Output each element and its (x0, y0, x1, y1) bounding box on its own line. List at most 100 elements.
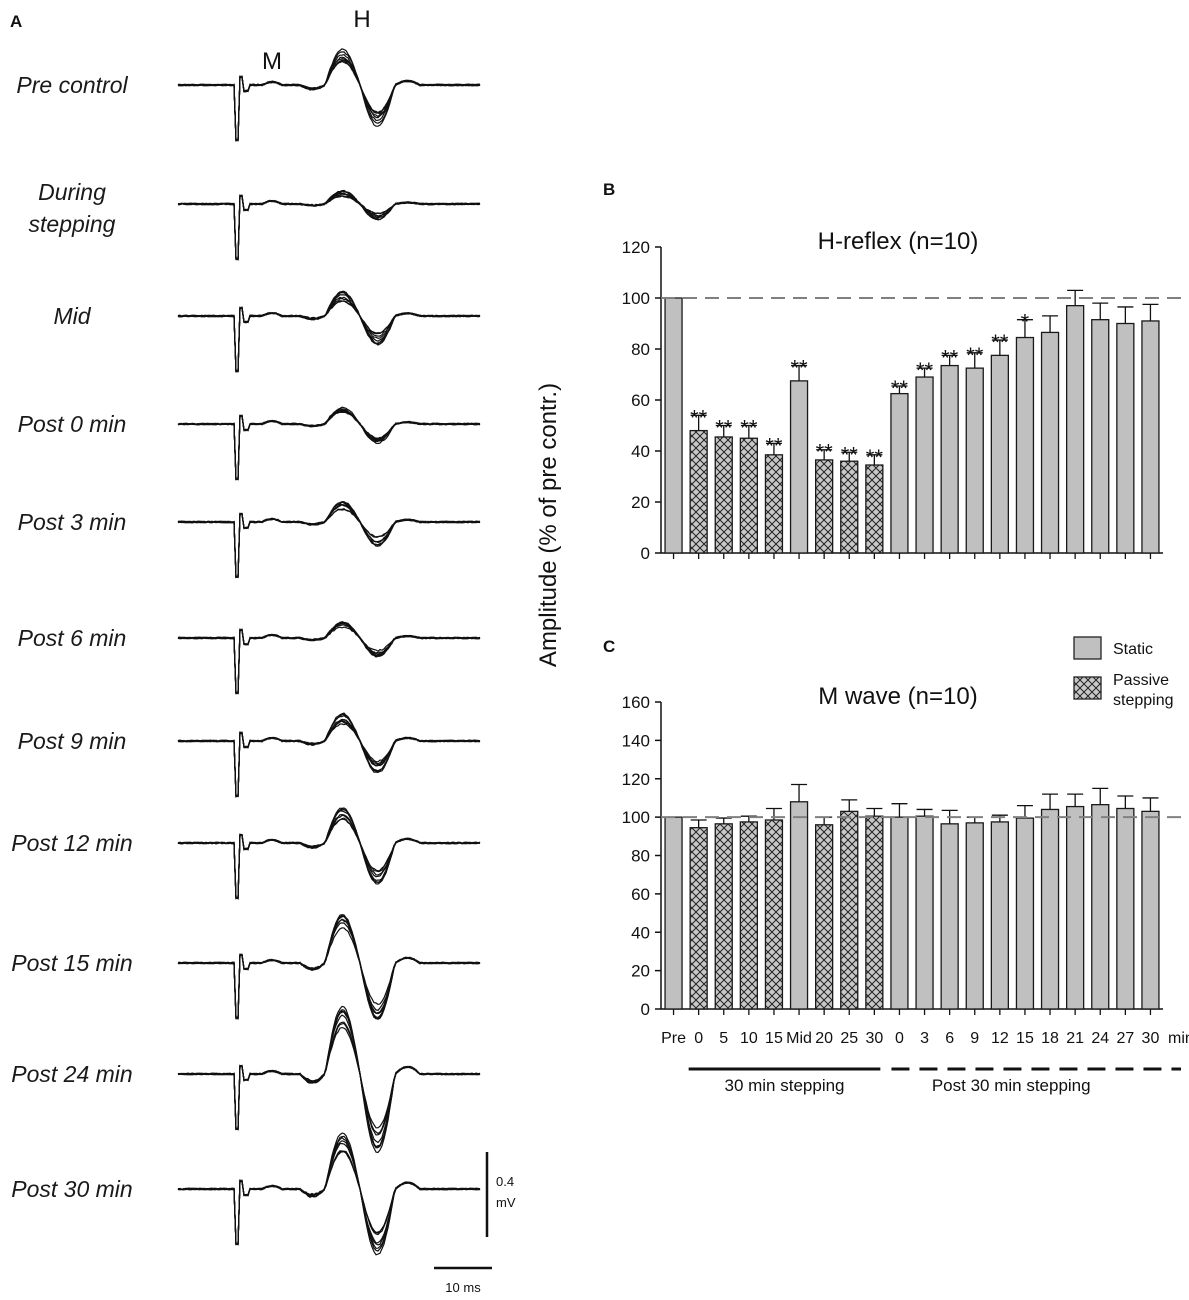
trace-row-label: Post 30 min (11, 1176, 132, 1202)
emg-trace (177, 714, 481, 798)
emg-trace (177, 1150, 481, 1245)
x-category-label: Pre (661, 1030, 686, 1047)
significance-marker: ** (941, 345, 959, 370)
emg-trace (177, 53, 481, 141)
trace-row-label: Post 6 min (18, 625, 127, 651)
x-category-label: 30 (1142, 1030, 1160, 1047)
bar (815, 459, 834, 554)
significance-marker: ** (790, 356, 808, 381)
bar (990, 354, 1009, 554)
scale-bars: 0.4 mV 10 ms (434, 1152, 516, 1295)
bar (764, 454, 784, 554)
x-category-label: 24 (1091, 1030, 1109, 1047)
x-category-label: 3 (920, 1030, 929, 1047)
bar (965, 822, 984, 1010)
significance-marker: ** (891, 376, 909, 401)
trace-row-label: During stepping (29, 179, 116, 237)
x-category-label: 25 (840, 1030, 858, 1047)
emg-trace (177, 1143, 480, 1246)
trace-row: Post 9 min (18, 712, 481, 798)
bar (689, 827, 708, 1010)
emg-trace (177, 810, 481, 900)
x-category-label: 15 (765, 1030, 783, 1047)
x-category-label: 9 (970, 1030, 979, 1047)
bar (764, 819, 784, 1010)
legend-swatch (1073, 636, 1102, 660)
emg-trace (177, 408, 481, 481)
x-group-annotations: 30 min stepping Post 30 min stepping (688, 1067, 1181, 1095)
bar (689, 429, 708, 554)
y-tick-label: 0 (641, 1000, 650, 1019)
x-unit-label: min (1168, 1030, 1189, 1047)
significance-marker: ** (715, 416, 733, 441)
bar (789, 801, 809, 1010)
panel-c-m-wave-chart: C M wave (n=10) 020406080100120140160Pre… (603, 637, 1189, 1047)
significance-marker: ** (765, 433, 783, 458)
emg-trace (177, 1132, 481, 1256)
emg-trace (177, 916, 481, 1020)
emg-trace (177, 927, 481, 1019)
significance-marker: ** (841, 442, 859, 467)
emg-trace (177, 51, 481, 142)
bar (965, 367, 984, 554)
emg-trace (177, 1021, 481, 1136)
bar (915, 376, 934, 554)
bar (815, 824, 834, 1010)
emg-trace (177, 189, 481, 260)
emg-trace (177, 501, 481, 579)
emg-trace (177, 1010, 481, 1149)
y-tick-label: 120 (622, 238, 650, 257)
y-tick-label: 120 (622, 770, 650, 789)
trace-row-label: Post 12 min (11, 830, 132, 856)
emg-trace (177, 411, 481, 481)
x-category-label: 0 (895, 1030, 904, 1047)
significance-marker: ** (866, 445, 884, 470)
y-tick-label: 160 (622, 693, 650, 712)
x-category-label: 20 (815, 1030, 833, 1047)
trace-row-label: Post 0 min (18, 411, 127, 437)
bar (714, 436, 733, 554)
y-tick-label: 20 (631, 962, 650, 981)
x-category-label: 10 (740, 1030, 758, 1047)
bar (1040, 808, 1060, 1010)
emg-trace (177, 1135, 481, 1252)
amplitude-scale-unit: mV (496, 1195, 516, 1210)
significance-marker: ** (966, 343, 984, 368)
significance-marker: * (1021, 310, 1030, 335)
emg-trace (177, 1136, 481, 1249)
emg-trace (177, 501, 481, 579)
bar (1141, 320, 1160, 554)
emg-trace (177, 914, 481, 1020)
trace-row: Post 3 min (18, 501, 481, 579)
bar (890, 816, 909, 1010)
emg-trace (177, 813, 481, 900)
emg-trace (177, 409, 481, 481)
emg-trace (177, 915, 481, 1019)
bar (865, 815, 884, 1010)
trace-row-label: Post 15 min (11, 950, 132, 976)
y-tick-label: 20 (631, 493, 650, 512)
bar (1091, 319, 1110, 554)
group-label-stepping: 30 min stepping (724, 1076, 844, 1095)
x-category-label: 15 (1016, 1030, 1034, 1047)
emg-trace (177, 914, 481, 1020)
y-tick-label: 40 (631, 923, 650, 942)
x-category-label: 21 (1066, 1030, 1084, 1047)
bar (1040, 331, 1060, 554)
bar (664, 816, 683, 1010)
trace-row: During stepping (29, 179, 481, 261)
y-tick-label: 0 (641, 544, 650, 563)
bar (1015, 336, 1035, 554)
y-tick-label: 60 (631, 885, 650, 904)
significance-marker: ** (991, 330, 1009, 355)
emg-trace (177, 1140, 481, 1246)
bar (940, 823, 959, 1010)
emg-trace (177, 809, 481, 899)
y-tick-label: 80 (631, 847, 650, 866)
trace-row-label: Post 24 min (11, 1061, 132, 1087)
y-axis-title: Amplitude (% of pre contr.) (535, 383, 562, 667)
trace-row-label: Post 9 min (18, 728, 127, 754)
emg-trace (177, 720, 481, 797)
